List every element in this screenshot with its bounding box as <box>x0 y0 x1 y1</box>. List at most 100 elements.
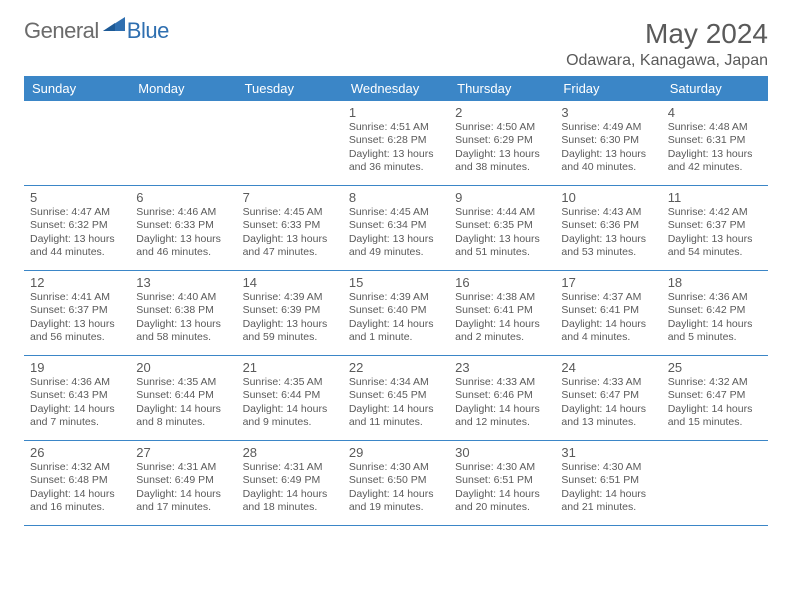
day-number: 4 <box>668 105 762 120</box>
day-header: Tuesday <box>237 76 343 101</box>
day-info-line: and 51 minutes. <box>455 246 549 259</box>
day-info-line: Daylight: 13 hours <box>136 233 230 246</box>
day-info-line: and 16 minutes. <box>30 501 124 514</box>
day-info-line: Sunset: 6:35 PM <box>455 219 549 232</box>
day-info-line: and 1 minute. <box>349 331 443 344</box>
day-header: Thursday <box>449 76 555 101</box>
day-header-row: Sunday Monday Tuesday Wednesday Thursday… <box>24 76 768 101</box>
day-info-line: Sunrise: 4:41 AM <box>30 291 124 304</box>
day-cell: 2Sunrise: 4:50 AMSunset: 6:29 PMDaylight… <box>449 101 555 185</box>
day-cell: 11Sunrise: 4:42 AMSunset: 6:37 PMDayligh… <box>662 186 768 270</box>
day-number: 28 <box>243 445 337 460</box>
day-info-line: and 53 minutes. <box>561 246 655 259</box>
day-info-line: and 38 minutes. <box>455 161 549 174</box>
day-info-line: and 9 minutes. <box>243 416 337 429</box>
day-cell: 25Sunrise: 4:32 AMSunset: 6:47 PMDayligh… <box>662 356 768 440</box>
day-cell: 24Sunrise: 4:33 AMSunset: 6:47 PMDayligh… <box>555 356 661 440</box>
day-number: 29 <box>349 445 443 460</box>
day-info-line: Daylight: 14 hours <box>561 403 655 416</box>
calendar-page: General Blue May 2024 Odawara, Kanagawa,… <box>0 0 792 526</box>
day-info-line: Sunset: 6:47 PM <box>561 389 655 402</box>
day-number: 22 <box>349 360 443 375</box>
title-block: May 2024 Odawara, Kanagawa, Japan <box>566 18 768 70</box>
day-info-line: and 49 minutes. <box>349 246 443 259</box>
day-number: 31 <box>561 445 655 460</box>
day-info-line: and 17 minutes. <box>136 501 230 514</box>
day-info-line: Sunrise: 4:37 AM <box>561 291 655 304</box>
day-cell: 15Sunrise: 4:39 AMSunset: 6:40 PMDayligh… <box>343 271 449 355</box>
day-cell <box>24 101 130 185</box>
day-info-line: Sunrise: 4:33 AM <box>561 376 655 389</box>
day-header: Sunday <box>24 76 130 101</box>
day-info-line: Sunset: 6:33 PM <box>136 219 230 232</box>
day-info-line: Sunset: 6:36 PM <box>561 219 655 232</box>
day-info-line: Sunrise: 4:48 AM <box>668 121 762 134</box>
day-number: 20 <box>136 360 230 375</box>
day-info-line: Daylight: 13 hours <box>349 233 443 246</box>
day-info-line: Sunrise: 4:39 AM <box>243 291 337 304</box>
day-info-line: Sunset: 6:41 PM <box>455 304 549 317</box>
day-number: 26 <box>30 445 124 460</box>
brand-mark-icon <box>103 17 125 36</box>
day-cell: 19Sunrise: 4:36 AMSunset: 6:43 PMDayligh… <box>24 356 130 440</box>
day-cell <box>130 101 236 185</box>
day-info-line: Daylight: 13 hours <box>136 318 230 331</box>
day-cell: 31Sunrise: 4:30 AMSunset: 6:51 PMDayligh… <box>555 441 661 525</box>
day-info-line: and 5 minutes. <box>668 331 762 344</box>
day-cell: 27Sunrise: 4:31 AMSunset: 6:49 PMDayligh… <box>130 441 236 525</box>
day-info-line: Daylight: 13 hours <box>243 233 337 246</box>
day-info-line: and 44 minutes. <box>30 246 124 259</box>
week-row: 19Sunrise: 4:36 AMSunset: 6:43 PMDayligh… <box>24 356 768 441</box>
day-info-line: Sunrise: 4:31 AM <box>243 461 337 474</box>
day-info-line: and 15 minutes. <box>668 416 762 429</box>
day-cell: 8Sunrise: 4:45 AMSunset: 6:34 PMDaylight… <box>343 186 449 270</box>
day-info-line: Sunset: 6:29 PM <box>455 134 549 147</box>
day-info-line: Sunrise: 4:33 AM <box>455 376 549 389</box>
day-number: 25 <box>668 360 762 375</box>
day-info-line: Sunrise: 4:38 AM <box>455 291 549 304</box>
day-cell: 21Sunrise: 4:35 AMSunset: 6:44 PMDayligh… <box>237 356 343 440</box>
day-info-line: Sunrise: 4:36 AM <box>668 291 762 304</box>
day-header: Wednesday <box>343 76 449 101</box>
day-info-line: Daylight: 14 hours <box>136 403 230 416</box>
day-info-line: Sunset: 6:49 PM <box>136 474 230 487</box>
day-info-line: Daylight: 14 hours <box>455 318 549 331</box>
day-info-line: and 40 minutes. <box>561 161 655 174</box>
day-cell: 18Sunrise: 4:36 AMSunset: 6:42 PMDayligh… <box>662 271 768 355</box>
day-info-line: Sunrise: 4:32 AM <box>668 376 762 389</box>
day-info-line: and 7 minutes. <box>30 416 124 429</box>
day-info-line: Sunrise: 4:45 AM <box>243 206 337 219</box>
day-cell: 13Sunrise: 4:40 AMSunset: 6:38 PMDayligh… <box>130 271 236 355</box>
day-info-line: Sunset: 6:46 PM <box>455 389 549 402</box>
day-info-line: Daylight: 14 hours <box>668 403 762 416</box>
day-info-line: Daylight: 13 hours <box>668 148 762 161</box>
day-info-line: Daylight: 13 hours <box>668 233 762 246</box>
day-number: 16 <box>455 275 549 290</box>
day-info-line: Daylight: 13 hours <box>561 233 655 246</box>
day-info-line: Sunrise: 4:50 AM <box>455 121 549 134</box>
day-info-line: and 59 minutes. <box>243 331 337 344</box>
day-info-line: Sunrise: 4:35 AM <box>243 376 337 389</box>
day-info-line: Daylight: 14 hours <box>136 488 230 501</box>
day-info-line: and 4 minutes. <box>561 331 655 344</box>
day-header: Monday <box>130 76 236 101</box>
day-number: 30 <box>455 445 549 460</box>
day-info-line: and 46 minutes. <box>136 246 230 259</box>
day-info-line: Daylight: 14 hours <box>349 488 443 501</box>
day-info-line: Sunrise: 4:31 AM <box>136 461 230 474</box>
day-info-line: Sunrise: 4:34 AM <box>349 376 443 389</box>
day-cell: 29Sunrise: 4:30 AMSunset: 6:50 PMDayligh… <box>343 441 449 525</box>
day-info-line: Daylight: 13 hours <box>30 233 124 246</box>
day-cell: 22Sunrise: 4:34 AMSunset: 6:45 PMDayligh… <box>343 356 449 440</box>
day-info-line: Daylight: 13 hours <box>30 318 124 331</box>
day-number: 21 <box>243 360 337 375</box>
day-info-line: Sunset: 6:42 PM <box>668 304 762 317</box>
day-info-line: Sunrise: 4:43 AM <box>561 206 655 219</box>
day-info-line: Daylight: 14 hours <box>243 403 337 416</box>
day-number: 17 <box>561 275 655 290</box>
day-info-line: Sunrise: 4:32 AM <box>30 461 124 474</box>
day-cell: 28Sunrise: 4:31 AMSunset: 6:49 PMDayligh… <box>237 441 343 525</box>
day-number: 9 <box>455 190 549 205</box>
weeks-container: 1Sunrise: 4:51 AMSunset: 6:28 PMDaylight… <box>24 101 768 526</box>
day-cell: 3Sunrise: 4:49 AMSunset: 6:30 PMDaylight… <box>555 101 661 185</box>
